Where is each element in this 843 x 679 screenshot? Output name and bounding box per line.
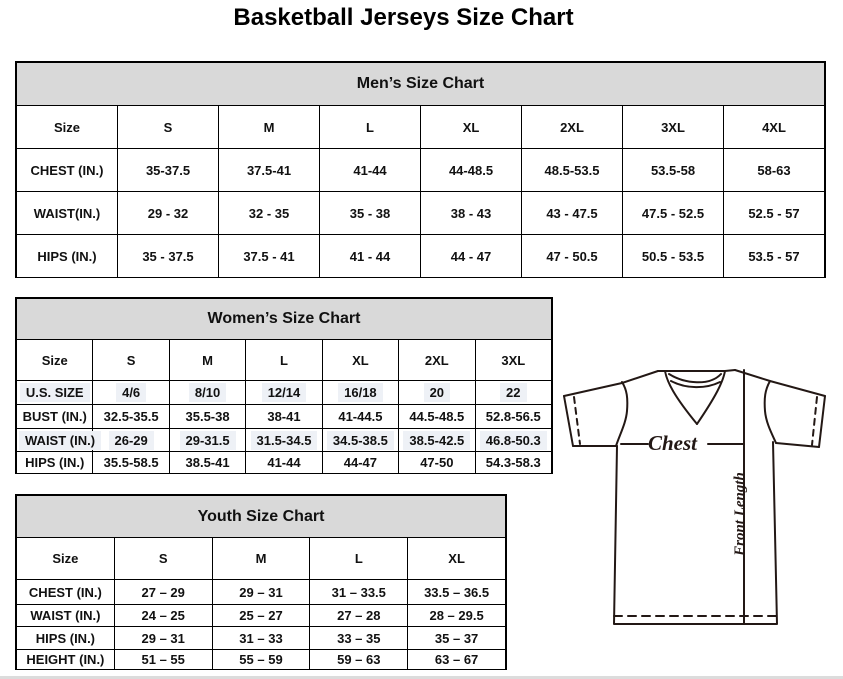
svg-text:Front Length: Front Length xyxy=(732,472,748,557)
svg-text:Chest: Chest xyxy=(648,431,698,455)
